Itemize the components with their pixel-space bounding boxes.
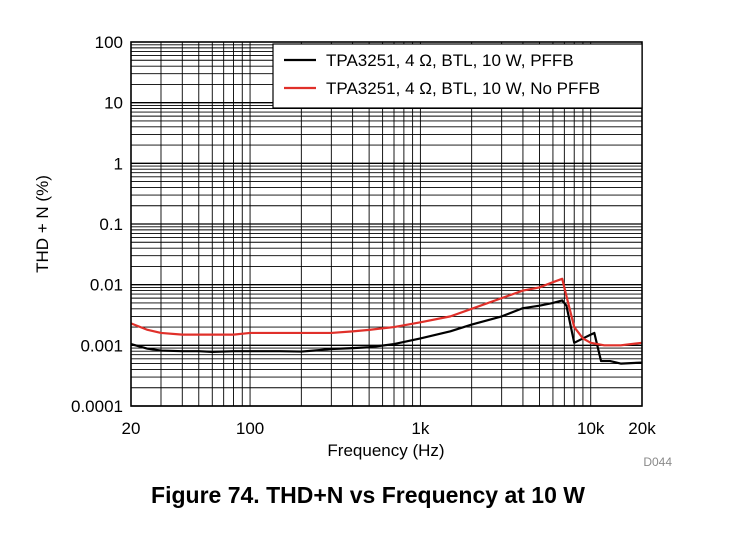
series-lines bbox=[130, 277, 643, 365]
figure-code-label: D044 bbox=[643, 455, 672, 469]
x-tick-label: 100 bbox=[236, 419, 264, 438]
y-tick-label: 100 bbox=[95, 33, 123, 52]
y-tick-label: 1 bbox=[114, 154, 123, 173]
y-tick-label: 0.01 bbox=[90, 276, 123, 295]
x-tick-labels: 20 100 1k 10k 20k bbox=[122, 419, 657, 438]
y-tick-label: 0.001 bbox=[80, 336, 123, 355]
legend-label-pffb: TPA3251, 4 Ω, BTL, 10 W, PFFB bbox=[326, 51, 574, 70]
y-tick-label: 0.1 bbox=[99, 215, 123, 234]
x-tick-label: 10k bbox=[577, 419, 605, 438]
figure-caption: Figure 74. THD+N vs Frequency at 10 W bbox=[151, 482, 585, 508]
y-tick-label: 10 bbox=[104, 94, 123, 113]
legend-label-no-pffb: TPA3251, 4 Ω, BTL, 10 W, No PFFB bbox=[326, 79, 600, 98]
x-tick-label: 20k bbox=[628, 419, 656, 438]
x-tick-label: 1k bbox=[411, 419, 429, 438]
y-tick-label: 0.0001 bbox=[71, 397, 123, 416]
plot-frame bbox=[130, 41, 643, 407]
series-line-1 bbox=[130, 299, 643, 365]
x-axis-title: Frequency (Hz) bbox=[327, 441, 444, 460]
y-axis-title: THD + N (%) bbox=[33, 175, 52, 273]
legend-box bbox=[272, 43, 643, 109]
y-tick-labels: 100 10 1 0.1 0.01 0.001 0.0001 bbox=[71, 33, 123, 416]
x-tick-label: 20 bbox=[122, 419, 141, 438]
series-line-2 bbox=[130, 277, 643, 347]
legend: TPA3251, 4 Ω, BTL, 10 W, PFFB TPA3251, 4… bbox=[272, 43, 643, 109]
